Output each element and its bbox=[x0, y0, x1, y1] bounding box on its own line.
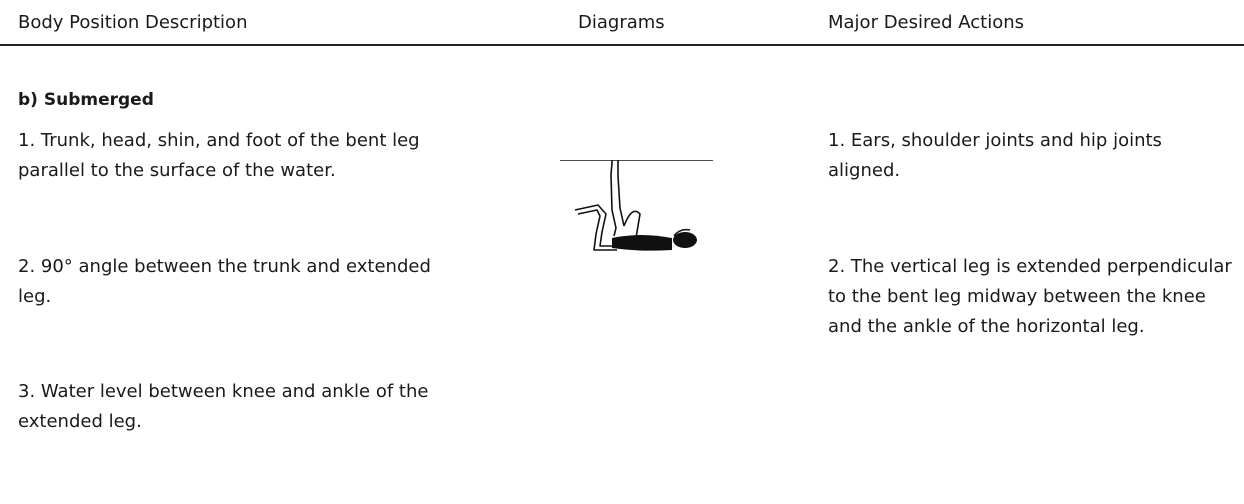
section-title: b) Submerged bbox=[18, 90, 154, 110]
description: 2. 90° angle between the trunk and exten… bbox=[18, 256, 431, 307]
column-header: Diagrams bbox=[578, 12, 665, 33]
header-rule bbox=[0, 44, 1244, 46]
column-header: Body Position Description bbox=[18, 12, 248, 33]
description: 3. Water level between knee and ankle of… bbox=[18, 381, 429, 432]
diagram bbox=[560, 160, 713, 251]
action: 1. Ears, shoulder joints and hip joints … bbox=[828, 130, 1162, 181]
action: 2. The vertical leg is extended perpendi… bbox=[828, 256, 1232, 337]
description: 1. Trunk, head, shin, and foot of the be… bbox=[18, 130, 420, 181]
column-header: Major Desired Actions bbox=[828, 12, 1024, 33]
